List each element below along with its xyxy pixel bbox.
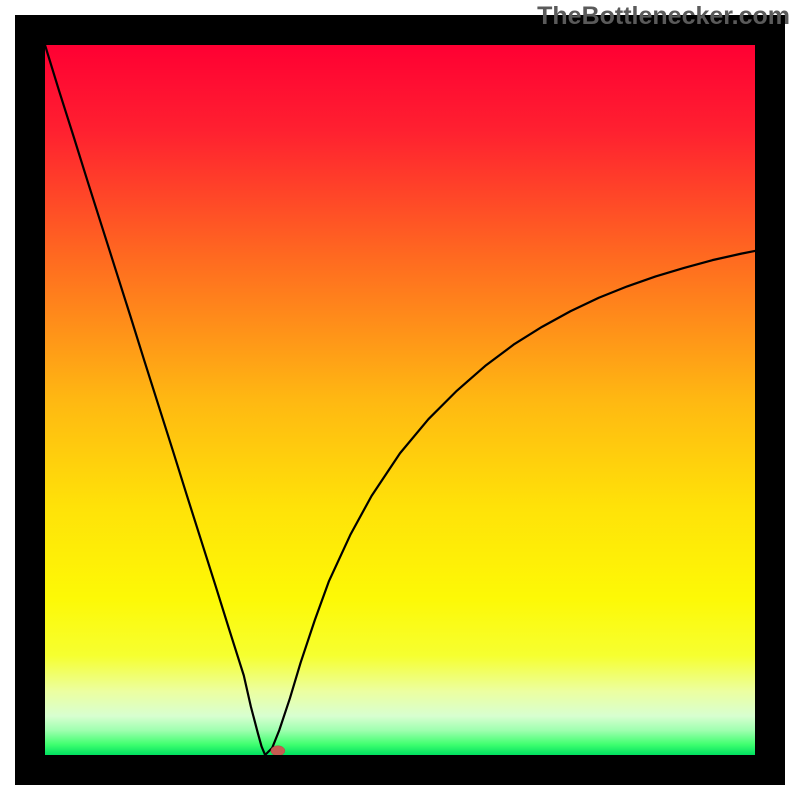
bottleneck-chart bbox=[0, 0, 800, 800]
plot-gradient-background bbox=[45, 45, 755, 755]
watermark-label: TheBottlenecker.com bbox=[537, 2, 790, 31]
chart-container: TheBottlenecker.com bbox=[0, 0, 800, 800]
optimal-point-marker bbox=[271, 746, 285, 756]
